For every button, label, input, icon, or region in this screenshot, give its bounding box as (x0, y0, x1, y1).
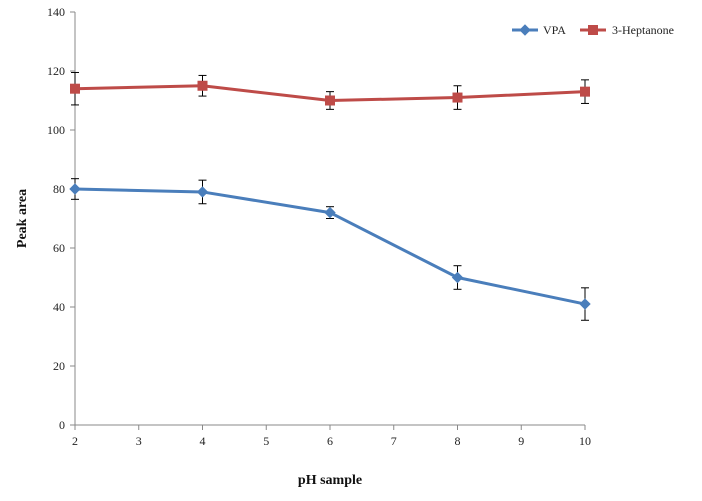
data-point (197, 80, 208, 91)
data-point (196, 186, 209, 198)
legend-item: 3-Heptanone (580, 23, 674, 37)
data-point (580, 86, 590, 97)
legend-label: VPA (543, 23, 566, 37)
data-point (325, 95, 335, 106)
legend: VPA 3-Heptanone (512, 23, 674, 37)
data-point (324, 206, 336, 219)
y-tick-label: 100 (47, 123, 65, 137)
x-tick-label: 10 (579, 434, 591, 448)
legend-marker (588, 25, 598, 35)
x-tick-label: 2 (72, 434, 78, 448)
legend-marker (519, 24, 531, 36)
y-tick-label: 40 (53, 300, 65, 314)
legend-item: VPA (512, 23, 566, 37)
y-tick-label: 0 (59, 418, 65, 432)
y-tick-label: 140 (47, 5, 65, 19)
y-tick-label: 80 (53, 182, 65, 196)
data-point (451, 271, 464, 284)
data-point (69, 183, 81, 195)
x-axis-title: pH sample (298, 473, 362, 488)
x-tick-label: 4 (200, 434, 206, 448)
x-tick-label: 7 (391, 434, 397, 448)
series-vpa (69, 178, 591, 321)
x-tick-label: 5 (263, 434, 269, 448)
data-series (69, 71, 591, 321)
data-point (579, 298, 591, 310)
legend-label: 3-Heptanone (612, 23, 674, 37)
series-heptanone (70, 71, 590, 110)
x-tick-label: 8 (455, 434, 461, 448)
y-axis-title: Peak area (15, 189, 30, 248)
y-tick-label: 20 (53, 359, 65, 373)
y-tick-label: 120 (47, 64, 65, 78)
axis-ticks: 0 20 40 60 80 100 120 140 2 3 4 5 6 7 8 9 10 (47, 5, 591, 448)
data-point (70, 83, 80, 94)
x-tick-label: 6 (327, 434, 333, 448)
x-tick-label: 9 (518, 434, 524, 448)
y-tick-label: 60 (53, 241, 65, 255)
x-tick-label: 3 (136, 434, 142, 448)
data-point (452, 92, 463, 103)
